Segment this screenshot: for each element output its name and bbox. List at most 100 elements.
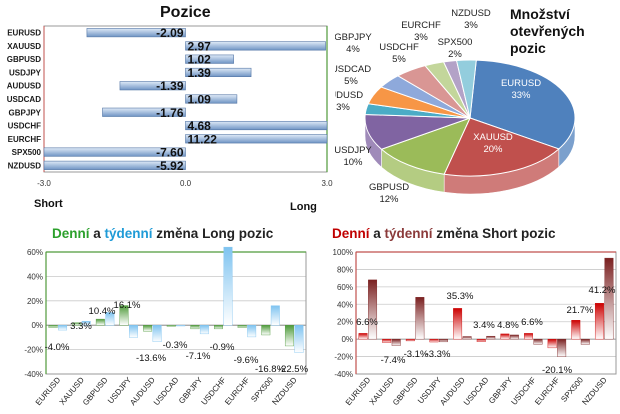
- pie-label-value-usdcad: 5%: [344, 76, 358, 87]
- pie-slice-nzdusd: [455, 59, 477, 119]
- long-y-tick-4: -20%: [24, 346, 43, 355]
- long-bar-daily-usdchf: [214, 324, 223, 330]
- short-bar-daily-usdjpy: [429, 338, 439, 343]
- short-bar-weekly-audusd: [462, 336, 472, 340]
- long-bar-weekly-audusd: [152, 324, 162, 342]
- position-value-gbpusd: 1.02: [188, 53, 212, 67]
- pie-label-value-usdchf: 5%: [392, 54, 406, 65]
- short-category-usdcad: USDCAD: [462, 375, 491, 407]
- positions-chart: Pozice EURUSD -2.09 XAUUSD 2.97 GBPUSD 1.02 US…: [0, 0, 335, 215]
- long-title-part-3: týdenní: [104, 226, 153, 241]
- position-bar-eurusd: [86, 28, 186, 38]
- long-y-tick-5: -40%: [24, 370, 43, 379]
- pie-label-value-usdjpy: 10%: [343, 157, 363, 168]
- short-change-svg: 100%80%60%40%20%0%-20%-40%EURUSDXAUUSDGB…: [333, 248, 617, 407]
- long-value-label-gbpusd: 10.4%: [89, 306, 116, 317]
- long-category-eurchf: EURCHF: [223, 375, 251, 406]
- long-bar-daily-gbpjpy: [190, 324, 200, 330]
- long-bar-weekly-gbpusd: [105, 312, 115, 326]
- long-category-usdcad: USDCAD: [152, 375, 181, 407]
- short-value-label-xauusd: -7.4%: [381, 355, 406, 366]
- pie-label-usdcad: USDCAD5%: [335, 64, 371, 87]
- short-value-label-gbpjpy: 4.8%: [497, 320, 519, 331]
- pie-label-name-xauusd: XAUUSD: [473, 132, 513, 143]
- short-bar-weekly-usdjpy: [439, 338, 448, 343]
- long-bar-weekly-eurusd: [58, 324, 68, 331]
- short-change-chart: Denní a týdenní změna Short pozic 100% 80…: [310, 218, 620, 414]
- pie-title-line-2: otevřených: [510, 23, 585, 39]
- pie-label-value-audusd: 3%: [336, 102, 350, 113]
- short-bar-weekly-xauusd: [391, 338, 401, 346]
- long-plot-frame: [45, 251, 307, 375]
- long-axis-label: Long: [290, 201, 317, 213]
- long-bar-weekly-usdchf: [223, 246, 233, 326]
- long-bar-daily-usdjpy: [119, 305, 129, 326]
- short-bar-daily-gbpjpy: [500, 333, 510, 340]
- long-bar-weekly-usdcad: [176, 324, 186, 327]
- pie-label-spx500: SPX500 2%: [438, 37, 473, 60]
- pie-label-name-spx500: SPX500: [438, 37, 473, 48]
- long-value-label-usdchf: -0.9%: [210, 342, 235, 353]
- position-value-eurchf: 11.22: [188, 132, 218, 146]
- pie-label-name-audusd: AUDUSD: [335, 90, 363, 101]
- pie-label-name-gbpusd: GBPUSD: [369, 182, 409, 193]
- position-bar-audusd: [119, 81, 186, 91]
- short-bar-daily-nzdusd: [594, 303, 604, 340]
- pie-label-gbpjpy: GBPJPY 4%: [335, 32, 372, 55]
- position-bar-gbpjpy: [102, 107, 186, 117]
- long-bar-daily-audusd: [143, 324, 153, 332]
- short-category-eurchf: EURCHF: [533, 375, 561, 406]
- long-y-tick-0: 60%: [27, 248, 43, 257]
- position-value-usdcad: 1.09: [188, 93, 212, 107]
- short-title-part-3: týdenní: [384, 226, 433, 241]
- long-change-svg: 60%40%20%0%-20%-40%EURUSDXAUUSDGBPUSDUSD…: [24, 246, 309, 407]
- position-value-usdchf: 4.68: [188, 119, 212, 133]
- position-bar-gbpusd: [185, 54, 234, 64]
- positions-chart-title: Pozice: [160, 4, 211, 21]
- long-category-gbpusd: GBPUSD: [81, 375, 110, 407]
- long-bar-daily-xauusd: [72, 322, 82, 326]
- pie-label-value-nzdusd: 3%: [464, 20, 478, 31]
- long-y-tick-2: 20%: [27, 297, 43, 306]
- short-axis-label: Short: [34, 198, 63, 210]
- pie-title-line-1: Množství: [510, 6, 570, 22]
- short-title-part-1: Denní: [332, 226, 370, 241]
- position-value-eurusd: -2.09: [156, 26, 184, 40]
- short-value-label-eurchf: -20.1%: [542, 365, 573, 376]
- pie-label-gbpusd: GBPUSD 12%: [369, 182, 409, 205]
- position-category-audusd: AUDUSD: [7, 82, 41, 91]
- short-title-part-2: a: [369, 226, 385, 241]
- pie-label-name-eurusd: EURUSD: [501, 78, 541, 89]
- position-bar-eurchf: [185, 134, 328, 144]
- short-change-title: Denní a týdenní změna Short pozic: [332, 226, 556, 241]
- long-value-label-audusd: -13.6%: [136, 353, 167, 364]
- long-value-label-usdjpy: 16.1%: [114, 300, 141, 311]
- long-value-label-eurchf: -9.6%: [234, 355, 259, 366]
- short-bar-weekly-usdchf: [533, 338, 543, 345]
- pie-label-value-xauusd: 20%: [483, 144, 503, 155]
- long-value-label-usdcad: -0.3%: [163, 340, 188, 351]
- short-y-tick-1: 80%: [337, 265, 353, 274]
- long-value-label-xauusd: 3.3%: [70, 321, 92, 332]
- position-bar-spx500: [43, 147, 186, 157]
- position-bar-usdjpy: [185, 67, 252, 78]
- position-bar-usdchf: [185, 120, 328, 131]
- positions-x-tick-1: 0.0: [180, 179, 192, 188]
- position-bar-xauusd: [185, 41, 326, 51]
- pie-label-value-spx500: 2%: [448, 49, 462, 60]
- position-category-xauusd: XAUUSD: [7, 42, 41, 51]
- pie-label-name-eurchf: EURCHF: [401, 20, 441, 31]
- long-category-nzdusd: NZDUSD: [270, 375, 298, 406]
- short-bar-weekly-nzdusd: [604, 257, 614, 340]
- short-bar-daily-gbpusd: [405, 338, 415, 342]
- pie-label-name-usdjpy: USDJPY: [335, 145, 372, 156]
- position-category-spx500: SPX500: [12, 148, 42, 157]
- short-title-part-4: změna Short pozic: [432, 226, 556, 241]
- short-value-label-usdchf: 6.6%: [521, 317, 543, 328]
- long-bar-weekly-spx500: [270, 305, 280, 326]
- positions-x-tick-0: -3.0: [37, 179, 51, 188]
- position-category-gbpjpy: GBPJPY: [9, 108, 42, 117]
- pie-label-value-eurusd: 33%: [511, 90, 531, 101]
